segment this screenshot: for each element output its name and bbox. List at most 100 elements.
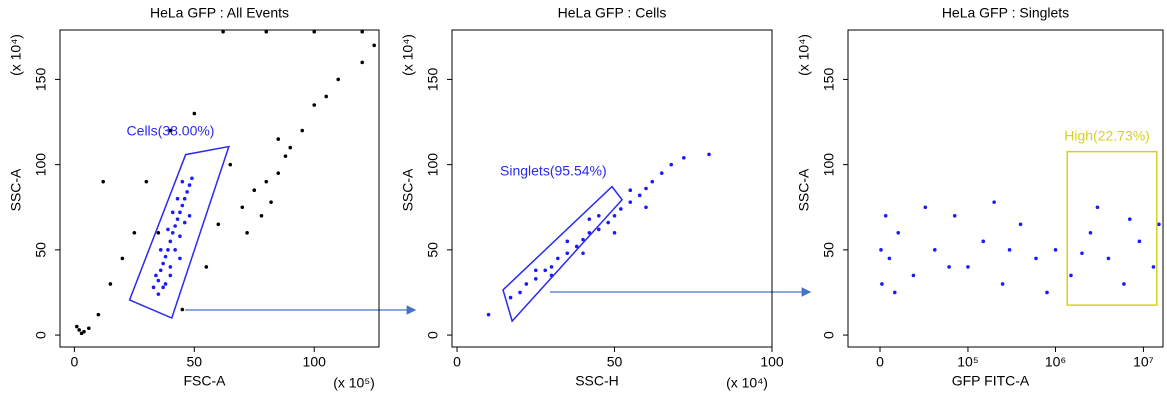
event-dot [175, 196, 180, 201]
event-dot [180, 179, 185, 184]
event-dot [276, 137, 281, 141]
y-tick-label: 0 [33, 331, 49, 339]
y-axis-label: SSC-A [8, 168, 24, 211]
event-dot [1157, 222, 1161, 227]
points [486, 152, 711, 317]
gate [502, 185, 624, 323]
event-dot [619, 207, 623, 211]
event-dot [132, 231, 137, 235]
event-dot [543, 268, 548, 273]
event-dot [245, 231, 249, 235]
event-dot [178, 256, 182, 261]
y-axis-unit: (x 10⁴) [796, 34, 812, 76]
event-dot [1137, 239, 1142, 244]
event-dot [168, 265, 173, 269]
x-tick-label: 10⁵ [957, 354, 978, 370]
event-dot [166, 248, 170, 252]
y-axis-label: SSC-A [400, 168, 416, 211]
event-dot [574, 244, 579, 249]
event-dot [161, 285, 165, 290]
event-dot [288, 145, 293, 150]
event-dot [259, 213, 264, 218]
y-tick-label: 0 [425, 331, 441, 339]
gate [128, 145, 230, 320]
x-tick-label: 100 [303, 354, 327, 370]
event-dot [966, 265, 970, 269]
y-tick-label: 100 [425, 153, 441, 177]
x-axis-label: SSC-H [575, 373, 619, 389]
event-dot [175, 217, 180, 221]
gate-label: Singlets(95.54%) [500, 162, 607, 178]
event-dot [204, 265, 209, 269]
y-axis-label: SSC-A [796, 168, 812, 211]
event-dot [644, 205, 648, 210]
event-dot [628, 200, 633, 204]
event-dot [612, 231, 617, 235]
event-dot [682, 156, 686, 160]
plot-frame [59, 29, 380, 348]
event-dot [883, 213, 888, 218]
x-tick-label: 10⁶ [1045, 354, 1066, 370]
y-tick-label: 150 [425, 68, 441, 92]
x-tick-label: 10⁷ [1133, 354, 1154, 370]
event-dot [1095, 205, 1100, 210]
panel-title: HeLa GFP : All Events [150, 5, 289, 21]
event-dot [300, 128, 305, 133]
event-dot [216, 222, 221, 227]
event-dot [240, 205, 245, 210]
event-dot [187, 213, 192, 218]
x-tick-label: 0 [453, 354, 461, 370]
x-tick-label: 100 [760, 354, 784, 370]
event-dot [1045, 290, 1049, 295]
gate [1066, 150, 1158, 306]
event-dot [187, 183, 192, 187]
event-dot [549, 265, 554, 269]
y-tick-label: 50 [425, 242, 441, 258]
event-dot [628, 188, 633, 193]
event-dot [86, 326, 91, 331]
x-tick-label: 0 [876, 354, 884, 370]
event-dot [1151, 265, 1156, 269]
event-dot [163, 254, 168, 259]
y-axis-unit: (x 10⁴) [8, 34, 24, 76]
event-dot [524, 282, 529, 286]
plot-frame [451, 29, 773, 348]
event-dot [1053, 248, 1058, 252]
y-tick-label: 100 [821, 153, 837, 177]
points [74, 30, 377, 336]
event-dot [192, 111, 197, 116]
gate-label: Cells(38.00%) [127, 122, 215, 138]
event-dot [182, 220, 187, 225]
x-axis-unit: (x 10⁴) [726, 375, 768, 391]
event-dot [161, 261, 165, 266]
event-dot [508, 295, 513, 300]
event-dot [1069, 273, 1073, 278]
event-dot [1018, 222, 1023, 227]
event-dot [168, 239, 173, 244]
event-dot [644, 186, 648, 191]
x-tick-label: 50 [187, 354, 203, 370]
event-dot [163, 282, 168, 286]
event-dot [168, 128, 173, 133]
event-dot [283, 154, 288, 158]
event-dot [173, 248, 177, 252]
event-dot [533, 277, 538, 281]
event-dot [228, 162, 233, 167]
event-dot [276, 171, 281, 175]
event-dot [533, 268, 538, 273]
event-dot [637, 193, 642, 198]
event-dot [312, 30, 317, 34]
event-dot [1034, 256, 1038, 261]
event-dot [581, 237, 585, 242]
event-dot [360, 30, 365, 34]
event-dot [606, 220, 611, 225]
event-dot [101, 179, 105, 184]
event-dot [221, 30, 225, 34]
event-dot [156, 278, 161, 283]
event-dot [1106, 256, 1111, 261]
x-tick-label: 0 [70, 354, 78, 370]
event-dot [650, 179, 655, 184]
event-dot [173, 224, 177, 228]
y-tick-label: 0 [821, 331, 837, 339]
x-axis-unit: (x 10⁵) [333, 375, 375, 391]
